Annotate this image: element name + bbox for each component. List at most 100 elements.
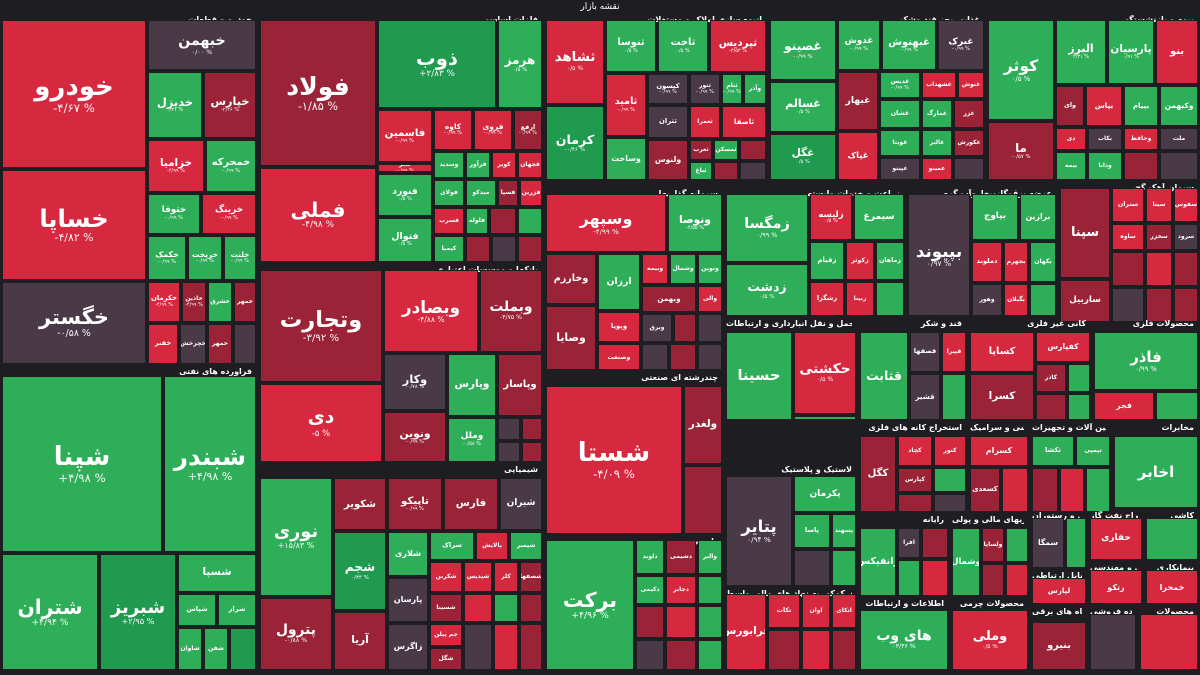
stock-tile[interactable]: وهور (972, 284, 1002, 316)
stock-tile[interactable]: فسرب (434, 208, 464, 234)
stock-tile[interactable]: وملی ۰/۵ % (952, 610, 1028, 670)
stock-tile[interactable] (698, 606, 722, 638)
stock-tile[interactable]: شسپا (178, 554, 256, 592)
stock-tile[interactable]: شبریز +۲/۹۵ % (100, 554, 176, 670)
stock-tile[interactable]: وشمال (952, 528, 980, 596)
stock-tile[interactable] (1156, 392, 1198, 420)
stock-tile[interactable]: ثنور -۰/۹۹ % (690, 74, 720, 104)
stock-tile[interactable] (1036, 394, 1066, 420)
stock-tile[interactable] (636, 606, 664, 638)
stock-tile[interactable] (518, 236, 542, 262)
stock-tile[interactable]: وتجارت -۳/۹۲ % (260, 270, 382, 382)
stock-tile[interactable]: حکشتی ۰/۵ % (794, 332, 856, 414)
stock-tile[interactable]: اوان (802, 594, 830, 628)
stock-tile[interactable]: ساربیل (1060, 280, 1110, 322)
stock-tile[interactable]: خچرخش (180, 324, 206, 364)
stock-tile[interactable] (498, 418, 520, 440)
stock-tile[interactable]: بپیوند ۰/۹۷ % (908, 194, 970, 316)
stock-tile[interactable]: تکات (768, 594, 800, 628)
stock-tile[interactable]: دکیمی (636, 576, 664, 604)
stock-tile[interactable] (636, 640, 664, 670)
stock-tile[interactable]: شفن (204, 628, 228, 670)
stock-tile[interactable] (832, 550, 856, 586)
stock-tile[interactable] (464, 594, 492, 622)
stock-tile[interactable]: وکبهمن (1160, 86, 1198, 126)
stock-tile[interactable]: دی -۵ % (260, 384, 382, 462)
stock-tile[interactable]: شسینا (430, 594, 462, 622)
stock-tile[interactable] (1068, 364, 1090, 392)
stock-tile[interactable]: وآذر (744, 74, 766, 104)
stock-tile[interactable] (490, 208, 516, 234)
stock-tile[interactable]: ودانا (1088, 152, 1122, 180)
stock-tile[interactable]: بنو (1156, 20, 1198, 84)
stock-tile[interactable]: رانفیکس (860, 528, 896, 596)
stock-tile[interactable]: زماهان (876, 242, 904, 280)
stock-tile[interactable] (1030, 284, 1056, 316)
stock-tile[interactable]: تکشا (1032, 436, 1074, 466)
stock-tile[interactable]: ثنام -۰/۹۹ % (722, 74, 742, 104)
stock-tile[interactable]: شراک (430, 532, 474, 560)
stock-tile[interactable]: دی (1056, 128, 1086, 150)
stock-tile[interactable]: غبهار (838, 72, 878, 130)
stock-tile[interactable]: ثامید -۰/۹۹ % (606, 74, 646, 136)
stock-tile[interactable] (698, 640, 722, 670)
stock-tile[interactable]: وای (1056, 86, 1084, 126)
stock-tile[interactable]: ونوین -۰/۹۹ % (384, 412, 446, 462)
stock-tile[interactable]: کوثر ۰/۵ % (988, 20, 1054, 120)
stock-tile[interactable] (802, 630, 830, 670)
stock-tile[interactable]: دجابر (666, 576, 696, 604)
stock-tile[interactable] (520, 594, 542, 622)
stock-tile[interactable]: قثابت (860, 332, 908, 420)
stock-tile[interactable] (494, 594, 518, 622)
stock-tile[interactable]: فاسمین -۰/۹۹ % (378, 110, 432, 162)
stock-tile[interactable] (642, 344, 668, 370)
stock-tile[interactable]: وبیمه (642, 254, 668, 284)
stock-tile[interactable]: زدشت ۰/۵ % (726, 264, 808, 316)
stock-tile[interactable] (1002, 468, 1028, 512)
stock-tile[interactable]: وصنعت (598, 344, 640, 370)
stock-tile[interactable]: خریخت -۰/۹۹ % (188, 236, 222, 280)
stock-tile[interactable]: غپاک (838, 132, 878, 180)
stock-tile[interactable]: قصفها (910, 332, 940, 372)
stock-tile[interactable]: کسرا (970, 374, 1034, 420)
stock-tile[interactable]: غشهداب (922, 72, 956, 98)
stock-tile[interactable]: ثغرب (690, 140, 712, 160)
stock-tile[interactable] (466, 236, 490, 262)
stock-tile[interactable] (922, 560, 948, 596)
stock-tile[interactable] (518, 208, 542, 234)
stock-tile[interactable]: ساوه (1112, 224, 1144, 250)
stock-tile[interactable]: ثپردیس -۳/۵۳ % (710, 20, 766, 72)
stock-tile[interactable]: غصینو -۰/۹۹ % (770, 20, 836, 80)
stock-tile[interactable]: تاپیکو -۰/۹۹ % (388, 478, 442, 530)
stock-tile[interactable]: ارزان (598, 254, 640, 310)
stock-tile[interactable]: غدیس -۰/۹۹ % (880, 72, 920, 98)
stock-tile[interactable]: کویر (492, 152, 516, 178)
stock-tile[interactable]: بپاوچ (972, 194, 1018, 240)
stock-tile[interactable]: ولنوس (648, 140, 688, 180)
stock-tile[interactable]: خگستر -۰/۵۸ % (2, 282, 146, 364)
stock-tile[interactable]: لپارس (1032, 578, 1086, 604)
stock-tile[interactable]: شجم ۰/۳۴ % (334, 532, 386, 610)
stock-tile[interactable] (1140, 614, 1198, 670)
stock-tile[interactable]: شپاس (178, 594, 216, 626)
stock-tile[interactable]: بگیلان (1004, 284, 1028, 316)
stock-tile[interactable]: ما -۰/۵۷ % (988, 122, 1054, 180)
stock-tile[interactable] (740, 140, 766, 160)
stock-tile[interactable]: بجهرم (1004, 242, 1028, 282)
stock-tile[interactable]: وحافظ (1124, 128, 1158, 150)
stock-tile[interactable]: ثعمرا (690, 106, 720, 138)
stock-tile[interactable]: والی (698, 286, 722, 312)
stock-tile[interactable]: پالایش (476, 532, 508, 560)
stock-tile[interactable]: بنیرو (1032, 622, 1086, 670)
stock-tile[interactable] (684, 466, 722, 534)
stock-tile[interactable]: قپیرا (942, 332, 966, 372)
stock-tile[interactable] (698, 314, 722, 342)
stock-tile[interactable]: خزامیا -۴/۹۹ % (148, 140, 204, 192)
stock-tile[interactable]: فجر (1094, 392, 1154, 420)
stock-tile[interactable]: غزر (954, 100, 984, 128)
stock-tile[interactable]: خمحرا (1146, 570, 1198, 604)
stock-tile[interactable]: اتکای (832, 594, 856, 628)
stock-tile[interactable]: شلاری (388, 532, 428, 576)
stock-tile[interactable]: زقیام (810, 242, 844, 280)
stock-tile[interactable] (1124, 152, 1158, 180)
